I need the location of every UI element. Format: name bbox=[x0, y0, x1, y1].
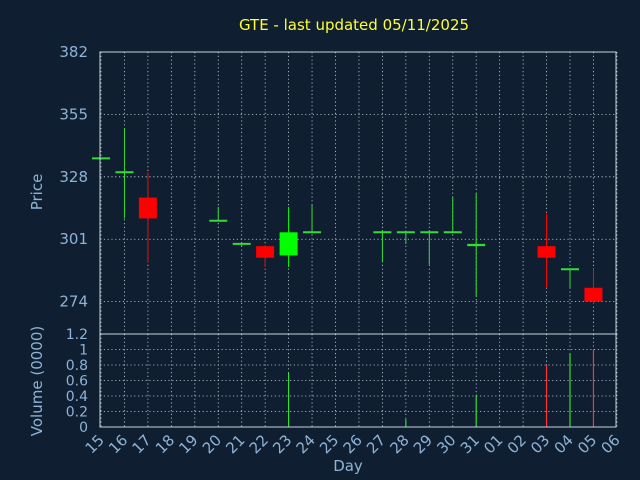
chart-title: GTE - last updated 05/11/2025 bbox=[239, 16, 469, 34]
candle bbox=[373, 229, 392, 263]
volume-y-tick: 0.2 bbox=[66, 405, 88, 421]
price-axis-label: Price bbox=[28, 174, 46, 211]
price-y-tick: 274 bbox=[59, 293, 88, 311]
price-y-tick: 301 bbox=[59, 230, 88, 248]
candle bbox=[396, 231, 415, 244]
price-candles bbox=[92, 128, 603, 304]
price-y-tick: 382 bbox=[59, 43, 88, 61]
price-gridlines bbox=[100, 51, 618, 334]
candle bbox=[209, 206, 228, 222]
x-axis-label: Day bbox=[333, 457, 363, 475]
x-tick-label: 21 bbox=[222, 431, 248, 457]
x-tick-label: 24 bbox=[293, 431, 319, 457]
x-tick-label: 30 bbox=[433, 431, 459, 457]
x-tick-label: 16 bbox=[105, 431, 131, 457]
x-tick-label: 06 bbox=[597, 431, 623, 457]
candle bbox=[256, 246, 275, 267]
candle bbox=[279, 206, 298, 267]
price-y-tick: 355 bbox=[59, 105, 88, 123]
volume-plot-frame bbox=[99, 333, 617, 428]
candle bbox=[232, 242, 251, 247]
x-tick-label: 28 bbox=[386, 431, 412, 457]
candle-body bbox=[138, 197, 157, 219]
candle-body bbox=[256, 246, 275, 258]
candle bbox=[537, 213, 556, 288]
x-tick-label: 29 bbox=[410, 431, 436, 457]
candle-body bbox=[467, 243, 486, 247]
volume-y-tick: 1.2 bbox=[66, 327, 88, 343]
x-tick-label: 19 bbox=[175, 431, 201, 457]
x-tick-label: 04 bbox=[551, 431, 577, 457]
x-tick-label: 03 bbox=[527, 431, 553, 457]
candle-body bbox=[584, 287, 603, 302]
x-tick-label: 01 bbox=[480, 431, 506, 457]
candle bbox=[138, 172, 157, 263]
x-tick-label: 31 bbox=[457, 431, 483, 457]
candle bbox=[584, 269, 603, 304]
volume-bars bbox=[288, 349, 595, 427]
x-tick-labels: 1516171819202122232425262728293031010203… bbox=[82, 431, 624, 457]
x-tick-label: 25 bbox=[316, 431, 342, 457]
volume-y-tick: 0.4 bbox=[66, 389, 88, 405]
volume-y-tick: 0.8 bbox=[66, 358, 88, 374]
x-tick-label: 27 bbox=[363, 431, 389, 457]
x-tick-label: 02 bbox=[504, 431, 530, 457]
price-y-tick-labels: 382 355 328 301 274 bbox=[59, 43, 88, 311]
x-tick-label: 23 bbox=[269, 431, 295, 457]
volume-y-tick: 1 bbox=[79, 343, 88, 359]
x-tick-label: 18 bbox=[152, 431, 178, 457]
candle-body bbox=[279, 232, 298, 256]
volume-y-tick: 0 bbox=[79, 420, 88, 436]
x-tick-label: 05 bbox=[574, 431, 600, 457]
x-tick-label: 17 bbox=[128, 431, 154, 457]
x-tick-label: 20 bbox=[199, 431, 225, 457]
candle bbox=[467, 193, 486, 298]
volume-axis-label: Volume (0000) bbox=[28, 326, 46, 436]
x-tick-label: 26 bbox=[340, 431, 366, 457]
volume-gridlines bbox=[100, 334, 618, 427]
candle bbox=[561, 268, 579, 288]
candle-body bbox=[537, 246, 556, 258]
candle bbox=[443, 197, 462, 234]
volume-y-tick: 0.6 bbox=[66, 374, 88, 390]
candle bbox=[420, 229, 439, 265]
price-y-tick: 328 bbox=[59, 168, 88, 186]
x-tick-label: 22 bbox=[246, 431, 272, 457]
candle bbox=[303, 204, 322, 234]
candle bbox=[115, 128, 134, 219]
price-plot-frame bbox=[99, 51, 617, 335]
volume-y-tick-labels: 1.210.80.60.40.20 bbox=[66, 327, 88, 436]
